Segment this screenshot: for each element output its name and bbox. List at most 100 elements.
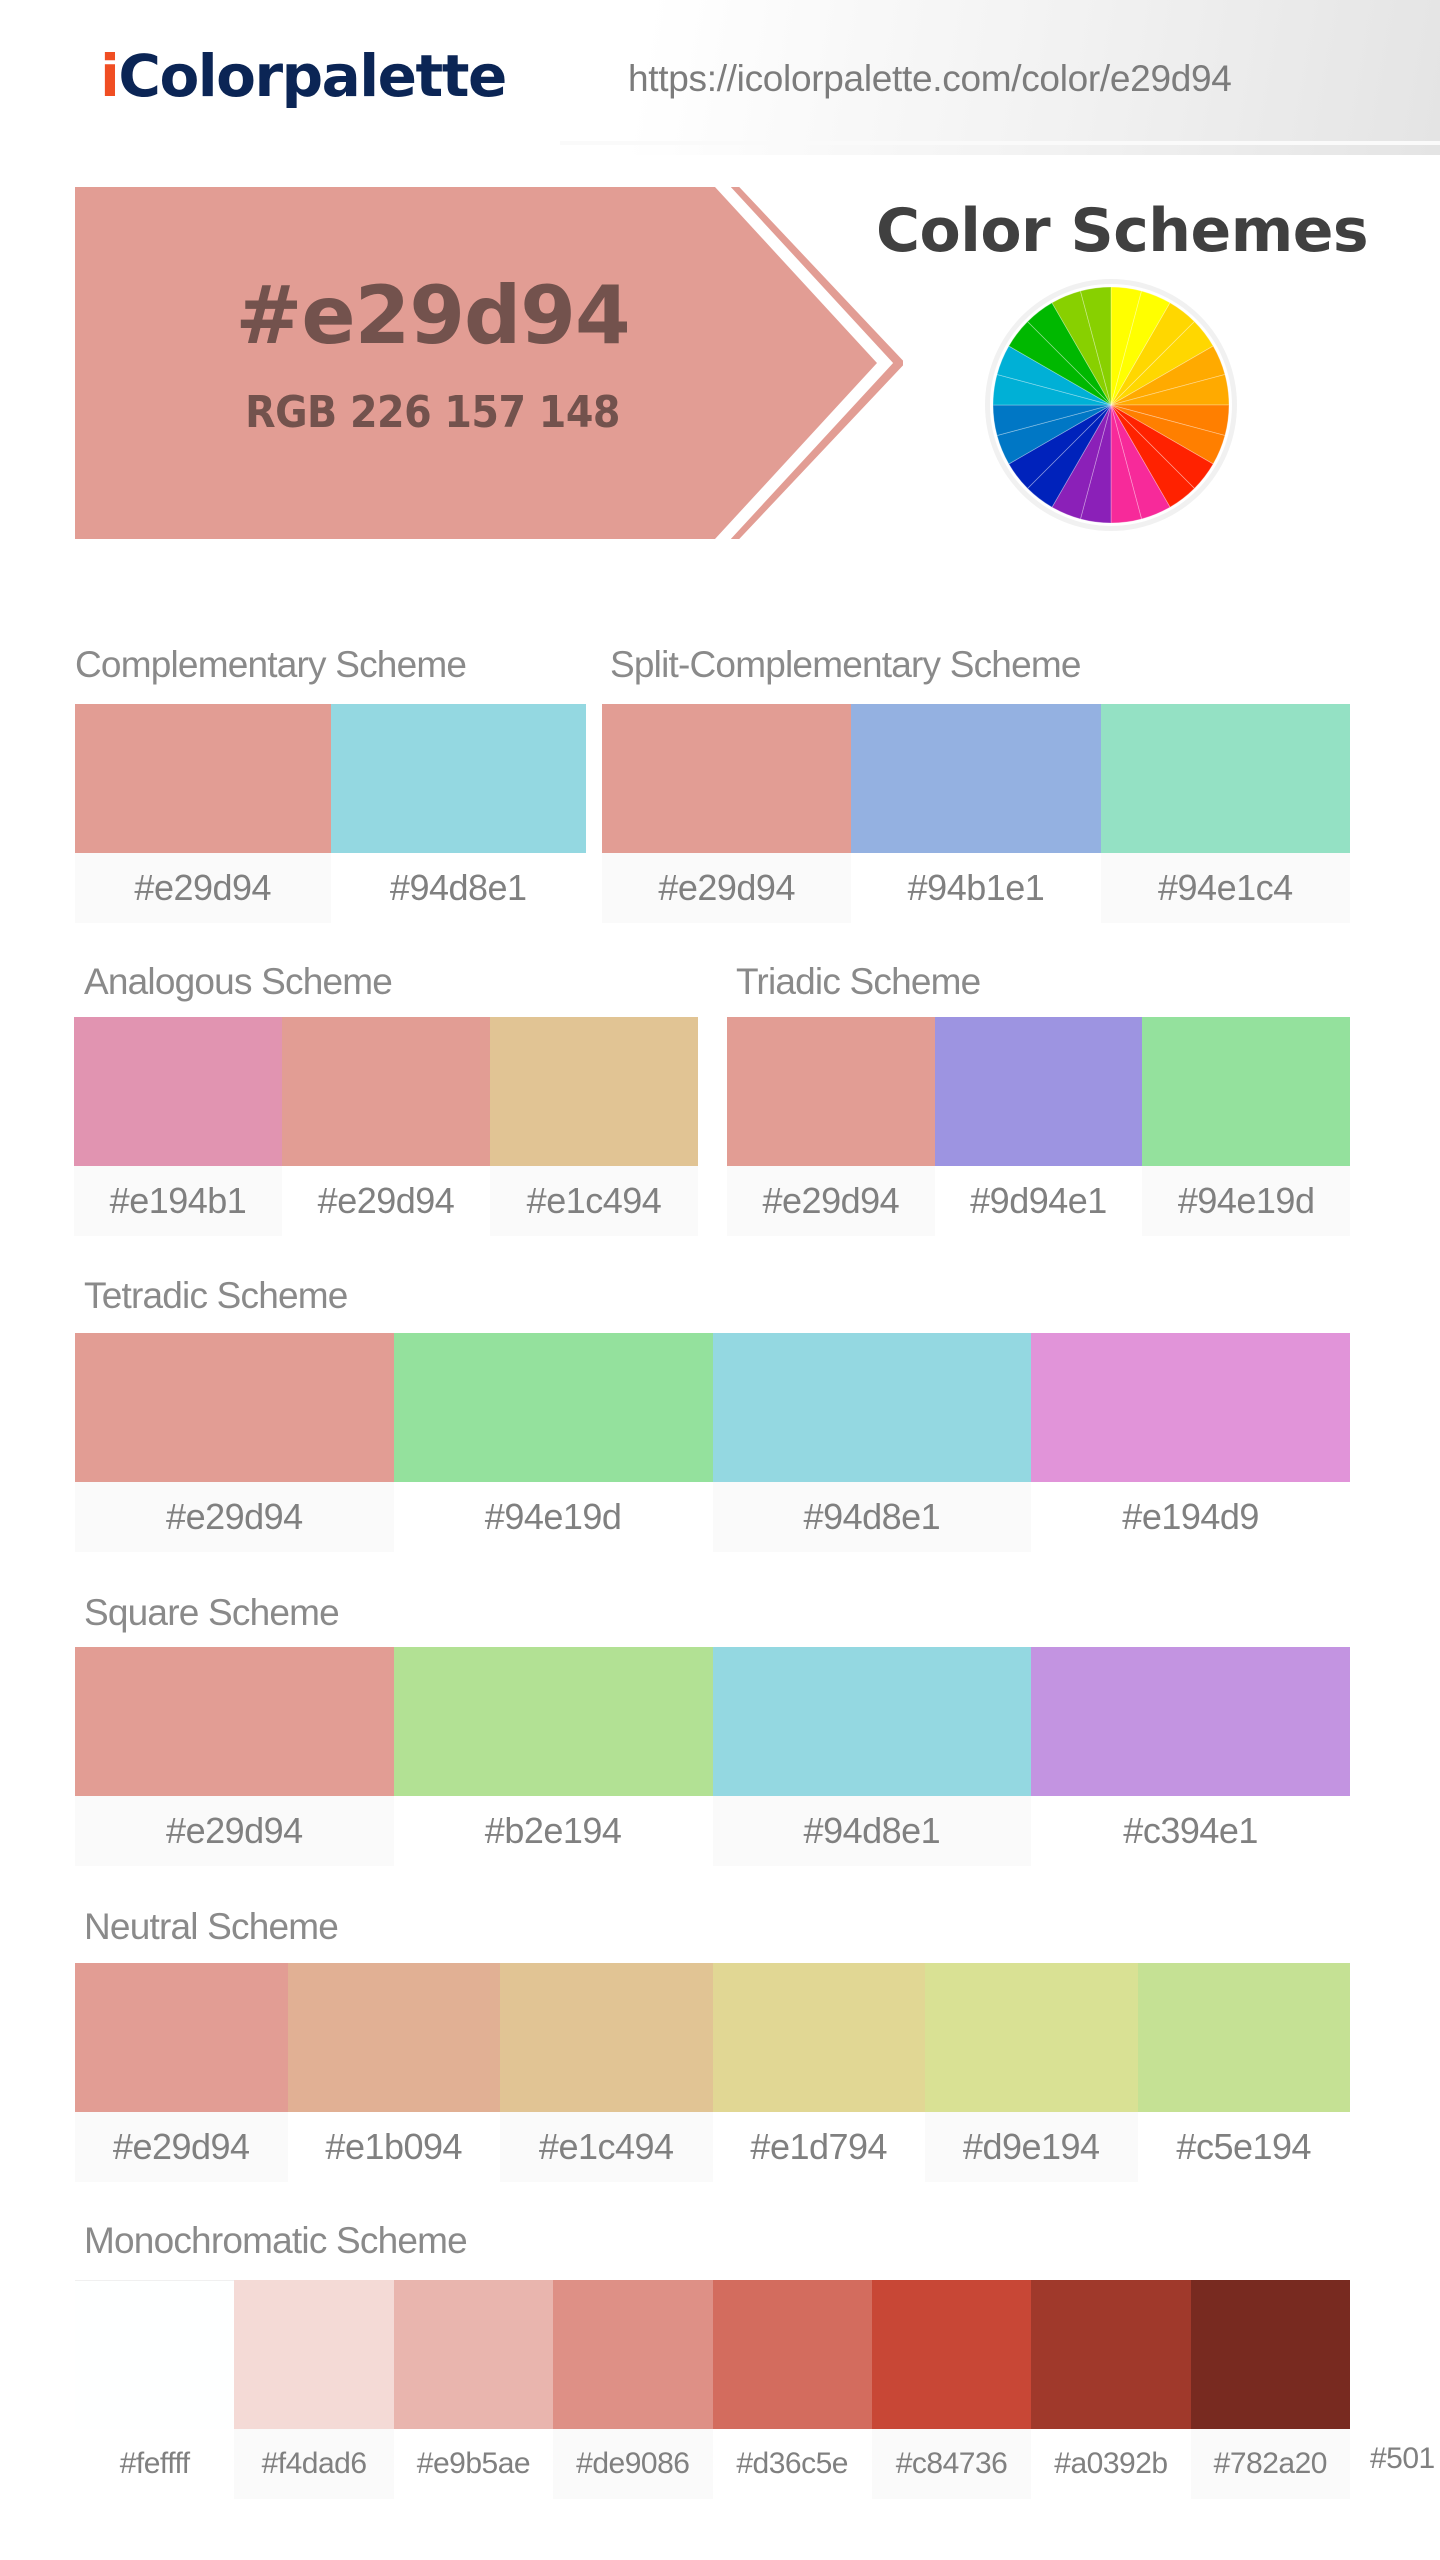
swatch-hex-label[interactable]: #94e19d [484,1496,622,1537]
swatch-color-block[interactable] [712,1963,925,2112]
swatch-hex-label[interactable]: #9d94e1 [970,1180,1107,1221]
color-swatch[interactable]: #e9b5ae [393,2280,554,2499]
color-swatch[interactable]: #a0392b [1031,2280,1191,2499]
swatch-hex-label[interactable]: #e1d794 [750,2126,888,2167]
swatch-color-block[interactable] [1031,1647,1350,1796]
swatch-hex-label[interactable]: #a0392b [1054,2447,1168,2480]
color-swatch[interactable]: #b2e194 [393,1647,713,1866]
swatch-color-block[interactable] [1142,1017,1350,1166]
color-swatch[interactable]: #e29d94 [75,1963,288,2182]
swatch-hex-label[interactable]: #c5e194 [1176,2126,1312,2167]
site-logo[interactable]: iColorpalette [100,42,507,110]
swatch-color-block[interactable] [1031,1333,1350,1482]
swatch-hex-label[interactable]: #94d8e1 [712,1482,1032,1552]
color-swatch[interactable]: #e1d794 [712,1963,925,2182]
color-swatch[interactable]: #d9e194 [925,1963,1138,2182]
color-swatch[interactable]: #c394e1 [1031,1647,1350,1866]
swatch-color-block[interactable] [393,1333,713,1482]
color-swatch[interactable]: #e1c494 [490,1017,698,1236]
color-swatch[interactable]: #782a20 [1190,2280,1350,2499]
swatch-hex-label[interactable]: #e29d94 [317,1180,455,1221]
color-swatch[interactable]: #f4dad6 [234,2280,394,2499]
swatch-hex-label[interactable]: #e194d9 [1122,1496,1259,1537]
color-swatch[interactable]: #9d94e1 [934,1017,1143,1236]
swatch-hex-label[interactable]: #94e1c4 [1100,853,1350,923]
swatch-hex-label[interactable]: #e29d94 [75,853,331,923]
color-swatch[interactable]: #94e1c4 [1100,704,1350,923]
color-swatch[interactable]: #94d8e1 [712,1333,1032,1552]
swatch-hex-label[interactable]: #94b1e1 [907,867,1045,908]
color-swatch[interactable]: #94d8e1 [712,1647,1032,1866]
swatch-hex-label[interactable]: #c84736 [871,2429,1032,2499]
swatch-hex-label[interactable]: #f4dad6 [234,2429,394,2499]
swatch-color-block[interactable] [75,1647,394,1796]
swatch-hex-label[interactable]: #94e19d [1142,1166,1350,1236]
swatch-hex-label[interactable]: #d36c5e [736,2447,848,2480]
swatch-color-block[interactable] [75,1963,288,2112]
swatch-color-block[interactable] [1190,2280,1350,2429]
color-swatch[interactable]: #e29d94 [602,704,852,923]
color-swatch[interactable]: #c5e194 [1137,1963,1350,2182]
swatch-color-block[interactable] [74,1017,282,1166]
swatch-hex-label[interactable]: #feffff [119,2447,190,2480]
color-swatch[interactable]: #94b1e1 [851,704,1101,923]
swatch-color-block[interactable] [282,1017,490,1166]
swatch-hex-label[interactable]: #e1c494 [490,1166,698,1236]
swatch-color-block[interactable] [727,1017,935,1166]
swatch-color-block[interactable] [500,1963,713,2112]
color-swatch[interactable]: #c84736 [871,2280,1032,2499]
swatch-hex-label[interactable]: #94d8e1 [389,867,527,908]
swatch-color-block[interactable] [602,704,852,853]
swatch-hex-label[interactable]: #782a20 [1190,2429,1350,2499]
swatch-color-block[interactable] [553,2280,713,2429]
color-swatch[interactable]: #d36c5e [712,2280,872,2499]
swatch-color-block[interactable] [75,1333,394,1482]
swatch-hex-label[interactable]: #de9086 [553,2429,713,2499]
swatch-color-block[interactable] [1100,704,1350,853]
swatch-hex-label[interactable]: #e194b1 [74,1166,282,1236]
swatch-color-block[interactable] [75,704,331,853]
color-swatch[interactable]: #e29d94 [282,1017,490,1236]
swatch-hex-label[interactable]: #e29d94 [75,1482,394,1552]
swatch-hex-label[interactable]: #e29d94 [75,2112,288,2182]
swatch-color-block[interactable] [393,1647,713,1796]
swatch-hex-label[interactable]: #e29d94 [602,853,852,923]
color-swatch[interactable]: #e29d94 [75,1647,394,1866]
swatch-hex-label[interactable]: #e29d94 [75,1796,394,1866]
swatch-hex-label[interactable]: #e29d94 [727,1166,935,1236]
swatch-hex-label[interactable]: #94d8e1 [712,1796,1032,1866]
color-swatch[interactable]: #e29d94 [727,1017,935,1236]
swatch-color-block[interactable] [287,1963,500,2112]
swatch-color-block[interactable] [712,1333,1032,1482]
color-swatch[interactable]: #de9086 [553,2280,713,2499]
swatch-color-block[interactable] [712,1647,1032,1796]
color-swatch[interactable]: #e194d9 [1031,1333,1350,1552]
color-swatch[interactable]: #e29d94 [75,1333,394,1552]
swatch-color-block[interactable] [393,2280,554,2429]
swatch-color-block[interactable] [234,2280,394,2429]
color-swatch[interactable]: #e1c494 [500,1963,713,2182]
swatch-color-block[interactable] [330,704,586,853]
color-swatch[interactable]: #e29d94 [75,704,331,923]
swatch-hex-label[interactable]: #c394e1 [1123,1810,1258,1851]
swatch-color-block[interactable] [925,1963,1138,2112]
swatch-hex-label[interactable]: #e1b094 [325,2126,463,2167]
color-swatch[interactable]: #e1b094 [287,1963,500,2182]
swatch-color-block[interactable] [712,2280,872,2429]
swatch-color-block[interactable] [934,1017,1143,1166]
swatch-color-block[interactable] [871,2280,1032,2429]
swatch-hex-label[interactable]: #d9e194 [925,2112,1138,2182]
color-swatch[interactable]: #94d8e1 [330,704,586,923]
color-swatch[interactable]: #94e19d [393,1333,713,1552]
swatch-color-block[interactable] [75,2280,235,2429]
swatch-hex-label[interactable]: #b2e194 [484,1810,622,1851]
swatch-color-block[interactable] [851,704,1101,853]
swatch-hex-label[interactable]: #e1c494 [500,2112,713,2182]
swatch-color-block[interactable] [1137,1963,1350,2112]
swatch-hex-label[interactable]: #e9b5ae [416,2447,531,2480]
swatch-color-block[interactable] [1031,2280,1191,2429]
color-swatch[interactable]: #e194b1 [74,1017,282,1236]
swatch-color-block[interactable] [490,1017,698,1166]
color-swatch[interactable]: #feffff [75,2280,235,2499]
color-swatch[interactable]: #94e19d [1142,1017,1350,1236]
